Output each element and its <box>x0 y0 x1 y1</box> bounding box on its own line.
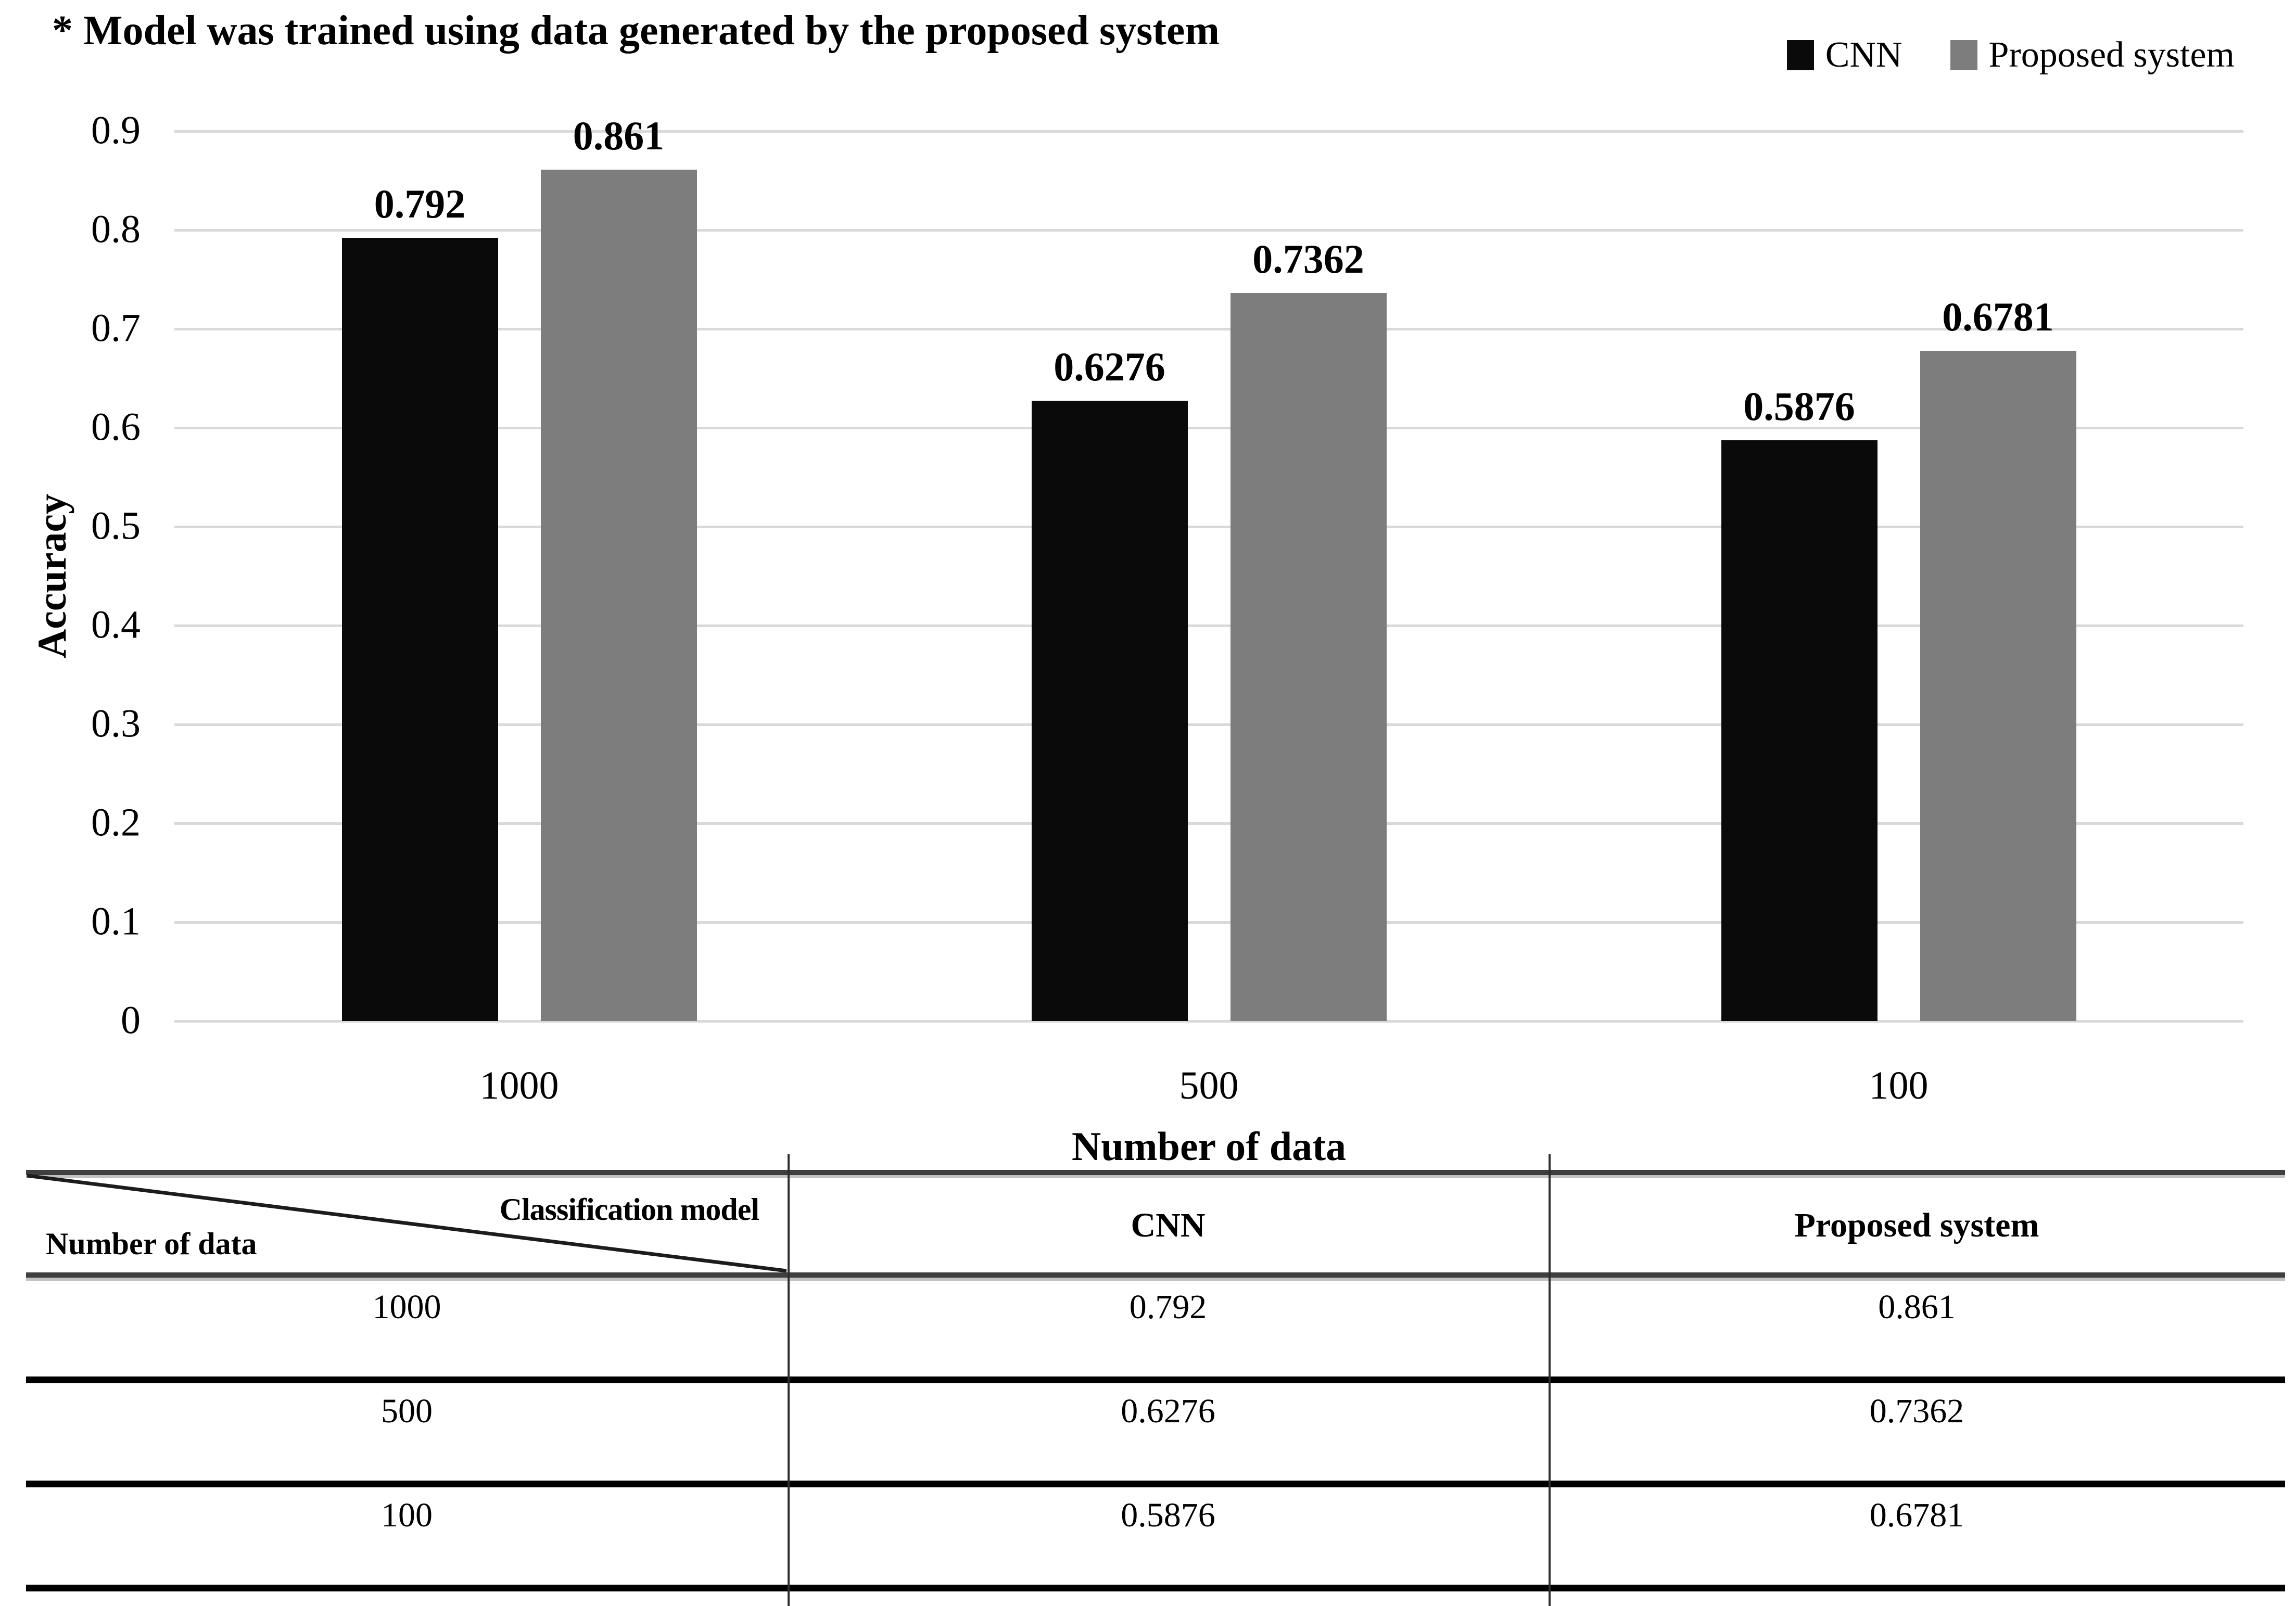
legend-item-proposed-system: Proposed system <box>1950 34 2235 76</box>
y-tick-label: 0 <box>121 998 141 1042</box>
legend-label: Proposed system <box>1988 35 2235 75</box>
table-cell-cnn: 0.6276 <box>1121 1392 1215 1430</box>
bar-proposed-system-500: 0.7362 <box>1230 239 1387 1021</box>
y-tick-label: 0.2 <box>91 800 141 845</box>
bar-group-100: 0.5876 0.6781 <box>1721 131 2076 1021</box>
table-cell-number-of-data: 500 <box>381 1392 433 1430</box>
gridline <box>174 228 2243 232</box>
bar-proposed-system-1000: 0.861 <box>540 116 697 1021</box>
table-cell-number-of-data: 1000 <box>372 1288 441 1326</box>
bar-cnn-1000: 0.792 <box>341 184 498 1021</box>
bar-value-label: 0.861 <box>573 113 665 159</box>
x-tick-label: 100 <box>1869 1064 1929 1107</box>
legend-swatch-icon <box>1786 40 1814 70</box>
legend-swatch-icon <box>1950 40 1977 70</box>
table-row-separator <box>26 1481 2285 1487</box>
table-cell-proposed-system: 0.7362 <box>1869 1392 1964 1430</box>
y-tick-label: 0.6 <box>91 405 141 449</box>
x-tick-label: 1000 <box>479 1064 559 1107</box>
table-bottom-border <box>26 1585 2285 1591</box>
gridline <box>174 426 2243 429</box>
x-tick-label: 500 <box>1179 1064 1239 1107</box>
y-tick-label: 0.3 <box>91 702 141 746</box>
table-cell-proposed-system: 0.861 <box>1878 1288 1956 1326</box>
bar-value-label: 0.6276 <box>1054 343 1165 389</box>
bar-cnn-100: 0.5876 <box>1721 386 1878 1021</box>
y-axis-tick-labels: 0.9 0.8 0.7 0.6 0.5 0.4 0.3 0.2 0.1 0 <box>0 110 141 1040</box>
bar-group-500: 0.6276 0.7362 <box>1031 131 1387 1021</box>
y-tick-label: 0.4 <box>91 603 141 647</box>
x-axis-tick-labels: 1000 500 100 <box>174 1066 2243 1113</box>
bar-value-label: 0.5876 <box>1743 383 1855 429</box>
corner-label-number-of-data: Number of data <box>46 1227 257 1261</box>
table-header-cnn: CNN <box>1131 1206 1206 1244</box>
corner-diagonal-line <box>27 1174 787 1272</box>
plot-area: 0.792 0.861 0.6276 0.7362 0.5876 0.6781 <box>174 116 2243 1023</box>
chart-note: * Model was trained using data generated… <box>52 8 1220 54</box>
gridline <box>174 723 2243 726</box>
bar-proposed-system-100: 0.6781 <box>1920 296 2076 1021</box>
table-row-separator <box>26 1376 2285 1383</box>
y-tick-label: 0.1 <box>91 899 141 944</box>
y-tick-label: 0.5 <box>91 504 141 548</box>
gridline <box>174 327 2243 330</box>
bar-cnn-500: 0.6276 <box>1031 346 1188 1021</box>
y-tick-label: 0.8 <box>91 207 141 251</box>
chart-legend: CNN Proposed system <box>1786 34 2235 76</box>
table-header-border <box>26 1272 2285 1278</box>
bar-group-1000: 0.792 0.861 <box>341 116 697 1021</box>
x-axis-title: Number of data <box>1071 1124 1347 1169</box>
gridline <box>174 525 2243 528</box>
table-top-border <box>26 1170 2285 1175</box>
gridline <box>174 130 2243 133</box>
results-table: Classification model Number of data CNN … <box>26 1154 2285 1606</box>
gridline <box>174 921 2243 924</box>
table-top-border-shadow <box>26 1175 2285 1178</box>
y-tick-label: 0.9 <box>91 108 141 152</box>
bar-value-label: 0.6781 <box>1942 294 2054 339</box>
bar-value-label: 0.7362 <box>1252 236 1364 282</box>
bar-value-label: 0.792 <box>374 181 466 227</box>
legend-item-cnn: CNN <box>1786 34 1902 76</box>
y-tick-label: 0.7 <box>91 306 141 350</box>
table-header-proposed-system: Proposed system <box>1794 1206 2039 1244</box>
table-cell-cnn: 0.5876 <box>1121 1496 1215 1534</box>
table-column-divider <box>788 1154 790 1606</box>
gridline <box>174 822 2243 825</box>
table-cell-proposed-system: 0.6781 <box>1869 1496 1964 1534</box>
table-header-border-shadow <box>26 1278 2285 1281</box>
gridline <box>174 1019 2243 1023</box>
legend-label: CNN <box>1825 35 1902 75</box>
table-cell-number-of-data: 100 <box>381 1496 433 1534</box>
table-column-divider <box>1549 1154 1551 1606</box>
table-cell-cnn: 0.792 <box>1129 1288 1207 1326</box>
gridline <box>174 624 2243 627</box>
corner-label-classification-model: Classification model <box>499 1192 759 1227</box>
